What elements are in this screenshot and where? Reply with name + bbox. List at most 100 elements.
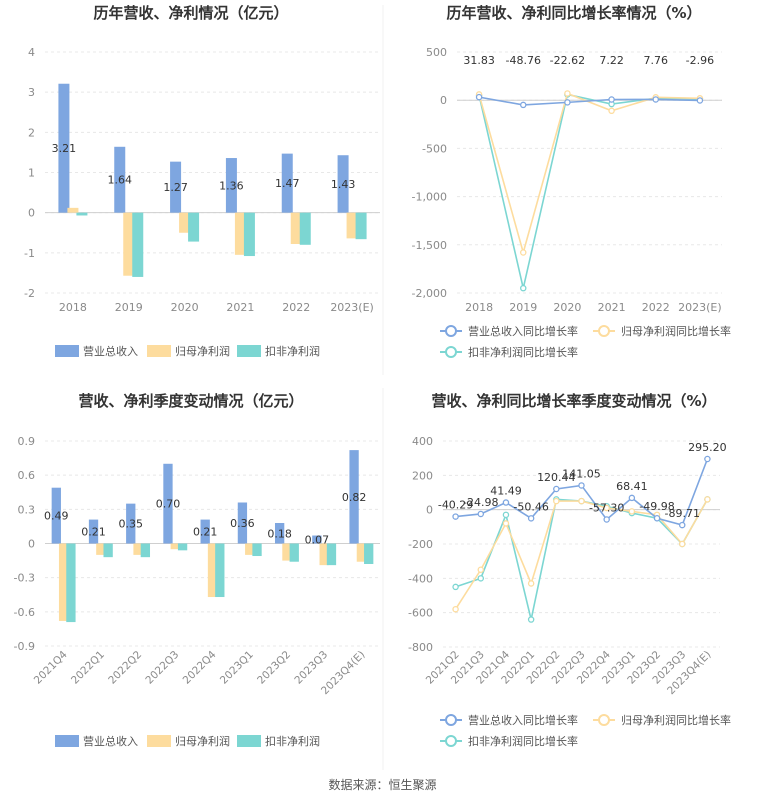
x-tick-label: 2023Q1 (218, 649, 256, 687)
bar-data-label: 0.49 (44, 510, 69, 523)
legend-marker (445, 714, 457, 726)
x-tick-label: 2021 (226, 301, 254, 314)
bar-2021-s1 (234, 212, 246, 255)
bar-2022Q4-s1 (207, 543, 218, 598)
line-data-label: 31.83 (463, 54, 495, 67)
bar-2019-s2 (132, 212, 144, 277)
x-tick-label: 2018 (59, 301, 87, 314)
legend-swatch (55, 345, 79, 357)
point-2023Q3-s0 (678, 521, 686, 529)
bar-data-label: 0.07 (305, 534, 330, 547)
bar-2023Q2-s1 (282, 543, 292, 561)
bar-2022Q1-s1 (96, 543, 106, 555)
y-tick-label: 0 (440, 94, 447, 107)
y-tick-label: 0.6 (18, 469, 36, 482)
y-tick-label: -800 (408, 641, 433, 654)
point-2020-s1 (564, 90, 571, 97)
x-tick-label: 2022Q3 (143, 649, 181, 687)
legend-swatch (147, 735, 171, 747)
y-tick-label: -500 (422, 142, 447, 155)
point-2021Q2-s0 (452, 513, 459, 520)
series-line-0 (478, 96, 700, 106)
y-tick-label: 0 (28, 538, 35, 551)
y-tick-label: -0.3 (14, 572, 35, 585)
point-2021Q3-s0 (477, 510, 485, 518)
line-data-label: 41.49 (490, 485, 522, 498)
x-tick-label: 2023(E) (330, 301, 374, 314)
x-tick-label: 2021Q4 (32, 648, 70, 686)
point-2022Q2-s1 (553, 497, 560, 505)
legend-swatch (55, 735, 79, 747)
y-tick-label: -2,000 (412, 287, 447, 300)
chart-title: 历年营收、净利同比增长率情况（%） (446, 4, 701, 22)
point-2021-s0 (608, 96, 615, 103)
point-2023Q3-s1 (678, 540, 686, 548)
chart-panel-1: 历年营收、净利情况（亿元） 4 3 2 1 0 -1 -2 2018 2019 2020 2021 20… (24, 4, 380, 358)
point-2019-s0 (520, 101, 527, 109)
bar-2022Q3-s2 (177, 543, 188, 551)
point-2021Q2-s1 (452, 605, 459, 613)
point-2023Q1-s0 (628, 494, 636, 502)
bar-2023(E)-s0 (337, 155, 349, 213)
bar-2022-s1 (290, 212, 302, 244)
x-tick-label: 2022Q4 (181, 648, 219, 686)
point-2018-s0 (475, 93, 483, 101)
point-2022Q2-s0 (553, 485, 560, 493)
x-tick-label: 2023Q2 (255, 649, 293, 687)
line-data-label: 68.41 (616, 480, 648, 493)
y-tick-label: -1 (24, 247, 35, 260)
bar-data-label: 1.64 (108, 174, 133, 187)
bar-2021Q4-s1 (58, 543, 69, 621)
bar-2023(E)-s2 (355, 212, 367, 240)
bar-2020-s1 (179, 212, 191, 233)
y-tick-label: -200 (408, 538, 433, 551)
point-2022Q3-s0 (578, 482, 585, 489)
legend-label: 扣非净利润同比增长率 (468, 734, 578, 748)
bar-2022Q2-s2 (140, 543, 151, 558)
legend-label: 扣非净利润 (265, 734, 320, 748)
bar-2019-s1 (123, 212, 135, 276)
point-2023(E)-s0 (696, 97, 704, 104)
bar-2022Q3-s1 (170, 543, 180, 550)
line-data-label: -22.62 (550, 54, 585, 67)
bar-2023Q2-s0 (274, 523, 285, 544)
point-2023Q1-s1 (628, 508, 636, 515)
line-data-label: 7.76 (644, 54, 669, 67)
bar-2020-s0 (170, 161, 182, 213)
bar-data-label: 1.36 (219, 179, 244, 192)
bar-2023Q4(E)-s0 (349, 450, 359, 544)
legend-swatch (147, 345, 171, 357)
x-tick-label: 2022 (282, 301, 310, 314)
point-2022-s0 (652, 96, 660, 103)
point-2020-s0 (564, 99, 571, 106)
point-2021Q2-s2 (452, 583, 459, 591)
x-tick-label: 2020 (171, 301, 199, 314)
data-source-note: 数据来源：恒生聚源 (328, 778, 437, 792)
bar-2022-s0 (281, 153, 293, 213)
bar-data-label: 0.70 (156, 498, 181, 511)
legend: 营业总收入 归母净利润 扣非净利润 (55, 344, 320, 358)
bar-2019-s0 (114, 146, 126, 213)
point-2022Q4-s0 (603, 516, 610, 523)
y-tick-label: -0.9 (14, 640, 35, 653)
bar-2022Q1-s2 (103, 543, 113, 558)
bar-2022Q4-s2 (215, 543, 225, 598)
bar-2021Q4-s2 (66, 543, 76, 623)
line-data-label: -57.30 (589, 502, 624, 515)
legend-label: 营业总收入同比增长率 (468, 324, 578, 338)
bar-2022Q4-s0 (200, 519, 210, 544)
bar-2021Q4-s0 (51, 487, 61, 544)
line-data-label: 120.44 (537, 471, 576, 484)
y-tick-label: 200 (412, 469, 433, 482)
line-data-label: 141.05 (562, 467, 601, 480)
bar-2018-s1 (67, 207, 79, 213)
point-2021Q4-s2 (502, 511, 510, 519)
legend-label: 归母净利润同比增长率 (621, 324, 731, 338)
bar-data-label: 1.27 (163, 181, 188, 194)
chart-title: 营收、净利季度变动情况（亿元） (78, 392, 303, 410)
legend-marker (445, 735, 457, 747)
bar-2023Q3-s1 (319, 543, 329, 566)
x-tick-label: 2022 (642, 301, 670, 314)
bar-2023Q3-s0 (312, 535, 322, 544)
x-tick-label: 2018 (465, 301, 493, 314)
